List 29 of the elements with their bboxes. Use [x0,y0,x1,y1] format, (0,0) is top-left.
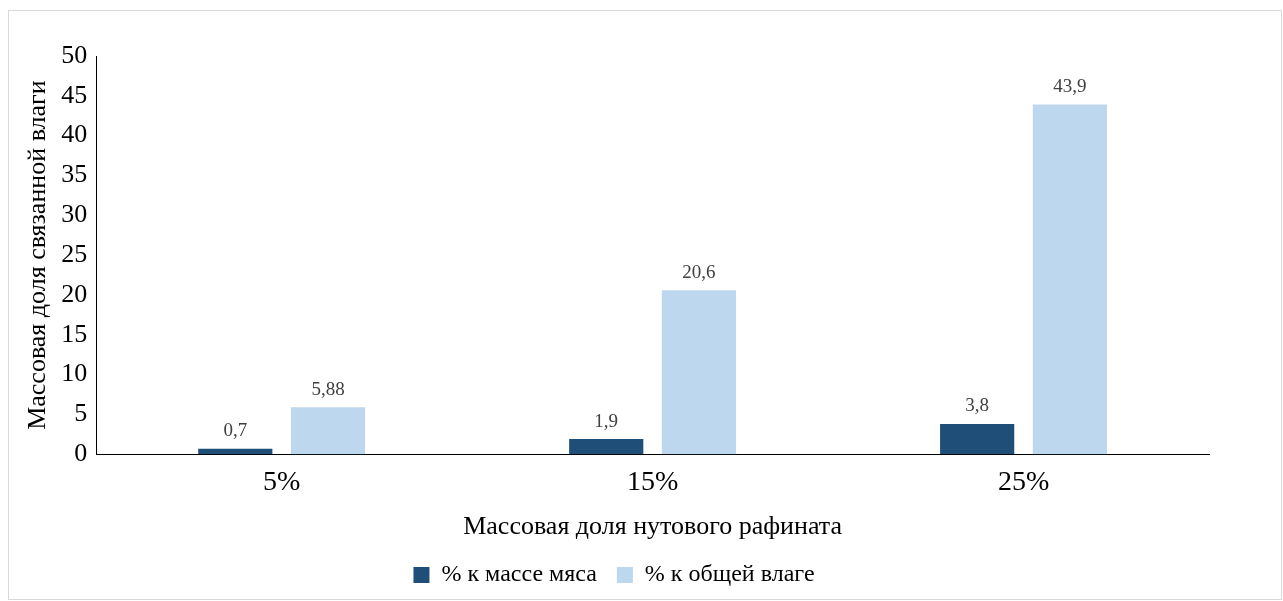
y-tick-label: 30 [61,199,88,229]
y-tick-label: 40 [61,119,88,149]
y-tick-label: 0 [74,438,88,468]
y-axis-title: Массовая доля связанной влаги [22,80,52,430]
y-tick-label: 35 [61,159,88,189]
y-tick-label: 5 [74,398,88,428]
y-tick-label: 50 [61,39,88,69]
y-tick-label: 10 [61,358,88,388]
bar [290,407,366,455]
bar [1032,104,1107,455]
data-label: 43,9 [1053,75,1087,97]
data-label: 5,88 [311,377,345,399]
legend-label: % к массе мяса [441,560,598,587]
data-label: 20,6 [682,260,716,282]
x-tick-label: 5% [263,465,301,497]
data-label: 3,8 [965,394,990,416]
y-tick-label: 45 [61,79,88,109]
y-tick-label: 15 [61,318,88,348]
x-axis-title: Массовая доля нутового рафината [463,511,843,541]
bar [569,439,644,455]
legend-label: % к общей влаге [644,560,815,587]
data-label: 0,7 [223,419,248,441]
y-tick-label: 25 [61,238,88,268]
data-label: 1,9 [594,409,619,431]
x-tick-label: 25% [997,465,1050,497]
bar [940,423,1015,455]
bar [661,290,737,455]
x-tick-label: 15% [626,465,679,497]
y-tick-label: 20 [61,278,88,308]
